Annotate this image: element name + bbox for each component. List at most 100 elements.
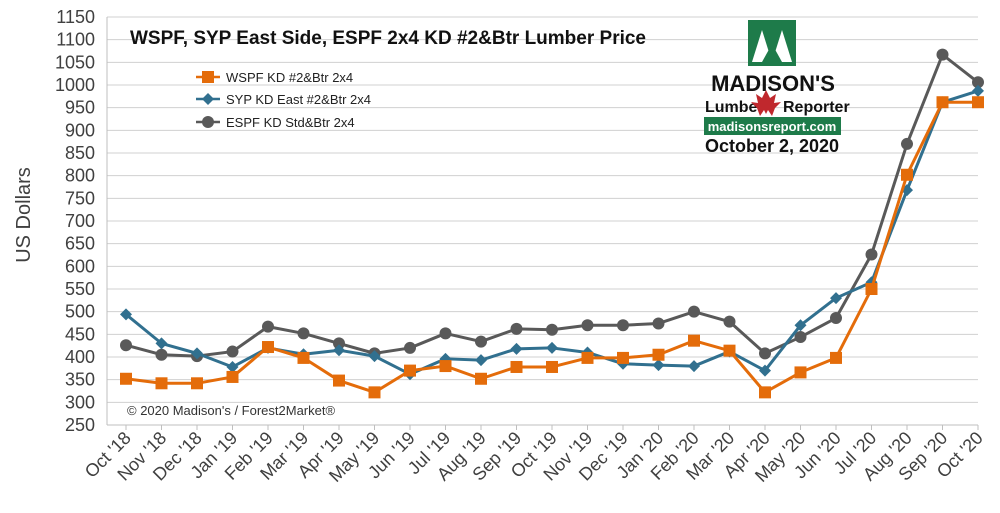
data-point [191,347,203,360]
y-tick-label: 250 [65,415,95,435]
data-point [297,327,310,340]
data-point [759,347,771,360]
data-point [155,348,168,361]
y-tick-label: 450 [65,324,95,344]
data-point [830,351,842,364]
data-point [404,364,416,377]
data-point [510,360,523,373]
madisons-logo: MADISON'S Lumber Reporter madisonsreport… [704,20,850,156]
data-point [368,350,381,363]
data-point [901,137,913,150]
maple-leaf-icon [751,90,781,116]
data-point [652,348,665,361]
y-tick-label: 800 [65,166,95,186]
y-tick-label: 700 [65,211,95,231]
data-point [759,386,771,399]
logo-sub-left: Lumber [705,99,764,116]
series-square [120,96,984,399]
legend-marker [202,116,214,128]
data-point [120,308,132,321]
data-point [404,341,416,354]
data-point [226,370,239,383]
data-point [723,344,736,357]
logo-name: MADISON'S [711,71,835,96]
data-point [794,331,807,344]
data-point [830,292,842,305]
data-point [688,360,700,373]
data-point [830,312,842,325]
madisons-emblem-icon [748,20,796,66]
data-point [510,342,523,355]
y-tick-label: 500 [65,302,95,322]
logo-url: madisonsreport.com [708,119,837,134]
data-point [865,248,878,261]
y-axis-label: US Dollars [13,167,35,263]
data-point [475,354,487,367]
data-point [688,305,700,318]
data-point [581,319,594,332]
data-point [297,351,310,364]
legend-marker [202,71,214,83]
y-tick-label: 600 [65,256,95,276]
copyright-note: © 2020 Madison's / Forest2Market® [127,403,335,418]
legend: WSPF KD #2&Btr 2x4 SYP KD East #2&Btr 2x4… [196,70,371,130]
data-point [972,76,984,89]
data-point [652,359,665,372]
data-point [972,84,984,97]
data-point [368,386,381,399]
data-point [262,341,274,354]
data-point [120,372,132,385]
data-point [439,360,452,373]
y-tick-label: 1150 [56,7,95,27]
data-point [759,364,771,377]
data-point [865,283,878,295]
y-tick-label: 300 [65,392,95,412]
data-point [794,319,807,332]
data-point [794,366,807,379]
y-tick-label: 350 [65,370,95,390]
data-point [617,351,629,364]
y-tick-label: 1000 [55,75,95,95]
data-point [546,360,558,373]
data-point [688,334,700,347]
y-tick-label: 400 [65,347,95,367]
data-point [936,96,949,109]
data-point [723,315,736,328]
data-point [936,48,949,61]
logo-sub-right: Reporter [783,99,850,116]
legend-label: WSPF KD #2&Btr 2x4 [226,70,353,85]
data-point [475,372,487,385]
data-point [262,320,274,333]
y-tick-label: 750 [65,188,95,208]
y-tick-label: 850 [65,143,95,163]
legend-label: ESPF KD Std&Btr 2x4 [226,115,355,130]
data-point [333,337,345,350]
data-point [155,337,168,350]
legend-marker [202,93,214,105]
data-point [972,96,984,109]
data-point [581,351,594,364]
y-tick-label: 650 [65,234,95,254]
data-point [510,322,523,335]
data-point [120,339,132,352]
y-tick-label: 1050 [55,52,95,72]
data-point [226,360,239,373]
y-tick-label: 950 [65,98,95,118]
series-layer [120,48,984,399]
logo-date: October 2, 2020 [705,136,839,156]
y-tick-label: 1100 [56,30,95,50]
series-circle [120,48,984,363]
data-point [333,344,345,357]
data-point [901,168,913,181]
data-point [191,377,203,390]
y-tick-label: 550 [65,279,95,299]
data-point [226,345,239,358]
chart-title: WSPF, SYP East Side, ESPF 2x4 KD #2&Btr … [130,28,646,49]
data-point [155,377,168,390]
data-point [617,319,629,332]
data-point [652,317,665,330]
data-point [546,323,558,336]
legend-label: SYP KD East #2&Btr 2x4 [226,92,371,107]
